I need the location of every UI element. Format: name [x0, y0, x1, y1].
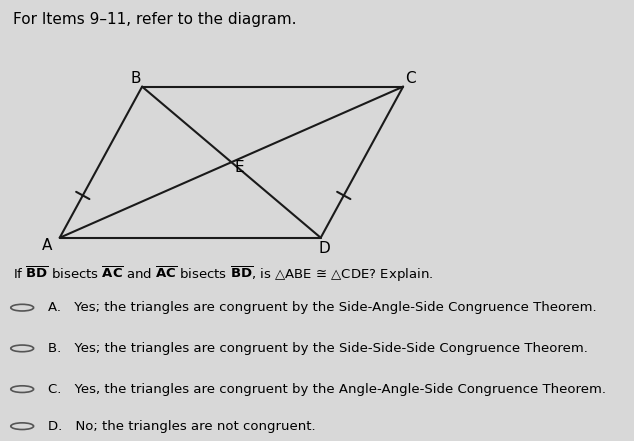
Text: B: B: [130, 71, 141, 86]
Text: A. Yes; the triangles are congruent by the Side-Angle-Side Congruence Theorem.: A. Yes; the triangles are congruent by t…: [48, 301, 596, 314]
Text: E: E: [235, 160, 245, 175]
Text: D: D: [318, 240, 330, 255]
Text: For Items 9–11, refer to the diagram.: For Items 9–11, refer to the diagram.: [13, 12, 296, 27]
Text: D. No; the triangles are not congruent.: D. No; the triangles are not congruent.: [48, 420, 315, 433]
Text: A: A: [42, 239, 53, 254]
Text: B. Yes; the triangles are congruent by the Side-Side-Side Congruence Theorem.: B. Yes; the triangles are congruent by t…: [48, 342, 588, 355]
Text: If $\mathbf{\overline{BD}}$ bisects $\mathbf{\overline{AC}}$ and $\mathbf{\overl: If $\mathbf{\overline{BD}}$ bisects $\ma…: [13, 265, 433, 284]
Text: C. Yes, the triangles are congruent by the Angle-Angle-Side Congruence Theorem.: C. Yes, the triangles are congruent by t…: [48, 383, 605, 396]
Text: C: C: [404, 71, 415, 86]
